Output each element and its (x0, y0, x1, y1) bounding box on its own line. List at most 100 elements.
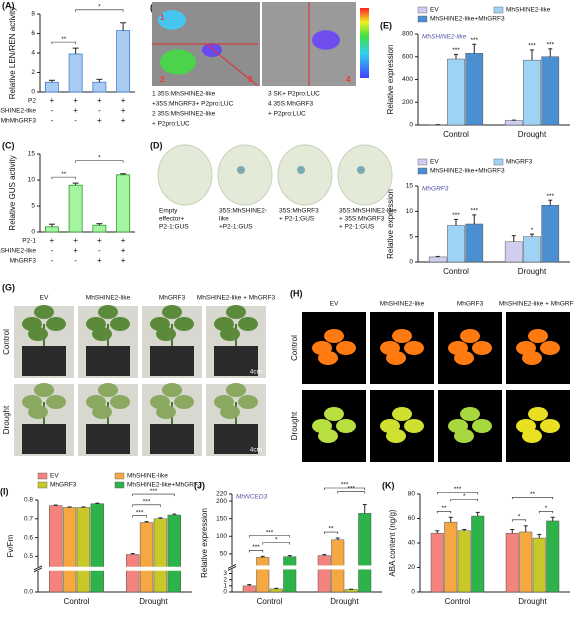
legend-swatch (493, 6, 504, 14)
bar (504, 241, 523, 263)
row-label: Drought (290, 411, 299, 440)
caption: +35S:MhGRF3+ P2pro:LUC (152, 101, 234, 108)
bar (92, 81, 107, 93)
leaf (318, 429, 338, 443)
bar (92, 224, 107, 233)
bar (90, 503, 104, 593)
subtitle: MhSHINE2-like (422, 34, 467, 41)
significance-bracket (511, 496, 554, 500)
photo (506, 312, 570, 384)
legend-label: MhSHINE2-like+MhGRF3 (430, 168, 505, 175)
bar (76, 507, 91, 593)
bar (541, 205, 560, 263)
legend-label: MhGRF3 (50, 482, 77, 489)
leaf (472, 419, 492, 433)
leaf (540, 419, 560, 433)
leaf (220, 327, 240, 341)
caption: + P2pro:LUC (152, 121, 190, 128)
column-label: MhSHINE2-like (380, 301, 425, 308)
leaf (157, 144, 213, 206)
x-tick-label: Drought (139, 597, 168, 606)
panel-label: (E) (380, 20, 392, 30)
bar (457, 530, 471, 593)
pot (86, 424, 130, 454)
significance-bracket (538, 510, 554, 514)
condition-mark: + (97, 116, 102, 125)
photo-number: 1 (160, 13, 165, 22)
condition-name: P2-1 (22, 238, 36, 245)
bar (523, 236, 541, 263)
leaf (460, 407, 480, 421)
column-label: EV (330, 301, 339, 308)
y-tick-label: 0 (223, 589, 227, 596)
condition-name: MhGRF3 (10, 258, 37, 265)
bar (519, 531, 533, 593)
leaf (404, 419, 424, 433)
bar (358, 513, 372, 593)
x-tick-label: Drought (330, 597, 359, 606)
bar (116, 174, 131, 233)
y-tick-label: 1 (223, 583, 227, 590)
bar (139, 522, 154, 593)
gus-stain (297, 166, 305, 174)
condition-name: P2 (28, 98, 36, 105)
panel-label: (I) (0, 486, 9, 496)
condition-mark: - (98, 106, 101, 115)
leaf (386, 429, 406, 443)
condition-mark: + (121, 106, 126, 115)
significance-label: *** (341, 482, 349, 489)
y-tick-label: 3 (223, 570, 227, 577)
legend-swatch (493, 158, 504, 166)
bar (505, 532, 519, 593)
leaf (540, 341, 560, 355)
leaf (528, 329, 548, 343)
condition-mark: + (73, 246, 78, 255)
bar (541, 56, 560, 126)
legend-swatch (417, 15, 428, 23)
leaf (472, 341, 492, 355)
y-axis-label: Fv/Fm (6, 534, 15, 557)
column-label: MhSHINE2-like (86, 295, 131, 302)
bar (62, 507, 77, 593)
legend-label: MhSHINE2-like+MhGRF3 (430, 16, 505, 23)
condition-mark: - (98, 246, 101, 255)
column-label: MhGRF3 (457, 301, 484, 308)
photo (302, 390, 366, 462)
bar (430, 532, 444, 593)
caption: +P2-1:GUS (219, 224, 253, 231)
leaf (454, 429, 474, 443)
x-tick-label: Control (64, 597, 90, 606)
bar (269, 588, 283, 593)
photo (438, 390, 502, 462)
leaf (34, 305, 54, 319)
y-tick-label: 800 (402, 31, 413, 38)
legend-label: MhSHINE2-like+MhGRF3 (127, 482, 202, 489)
legend-swatch (37, 481, 48, 489)
leaf (92, 405, 112, 419)
panel-label: (H) (290, 288, 303, 298)
condition-mark: - (51, 106, 54, 115)
y-tick-label: 220 (216, 491, 227, 498)
bar (504, 120, 523, 126)
caption: 3 SK+ P2pro:LUC (268, 91, 320, 98)
y-tick-label: 80 (408, 491, 416, 498)
condition-mark: + (73, 236, 78, 245)
condition-mark: + (97, 256, 102, 265)
panel-label: (G) (2, 282, 15, 292)
y-tick-label: 0.7 (24, 516, 33, 523)
significance-bracket (262, 542, 291, 545)
caption: Empty (159, 208, 178, 215)
y-tick-label: 15 (406, 183, 414, 190)
condition-name: MhMhGRF3 (1, 118, 37, 125)
y-axis-label: Relative expression (386, 189, 395, 259)
x-tick-label: Drought (518, 130, 547, 139)
y-axis-label: Relative expression (200, 508, 209, 578)
bar (68, 53, 83, 93)
luminescence (160, 49, 196, 75)
photo (370, 390, 434, 462)
leaf (156, 405, 176, 419)
axis-break (227, 565, 237, 571)
leaf (336, 419, 356, 433)
significance-label: ** (61, 36, 67, 43)
significance-label: ** (61, 171, 67, 178)
